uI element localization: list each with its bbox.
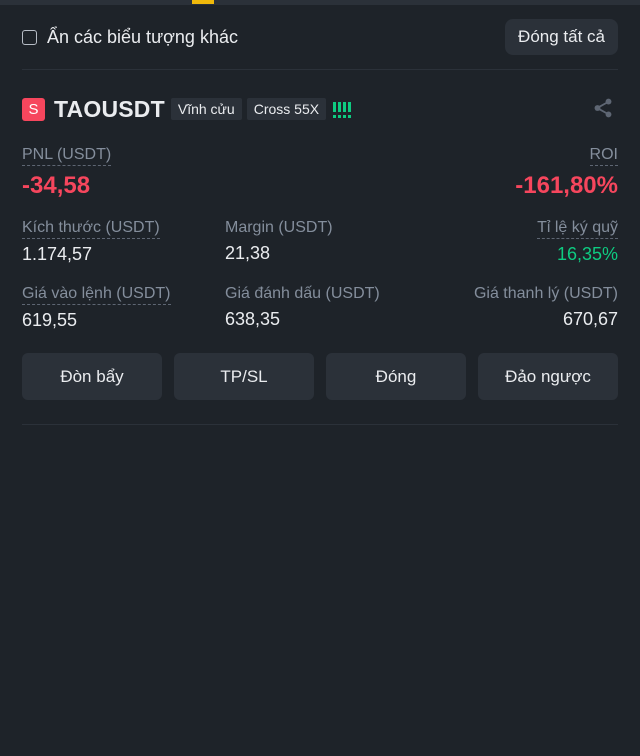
roi-label[interactable]: ROI xyxy=(589,146,618,166)
position-header: S TAOUSDT Vĩnh cửu Cross 55X xyxy=(22,95,618,123)
position-actions: Đòn bẩy TP/SL Đóng Đảo ngược xyxy=(22,353,618,400)
top-border xyxy=(0,0,640,5)
short-side-badge: S xyxy=(22,97,45,121)
margin-stat: Margin (USDT) 21,38 xyxy=(225,219,333,264)
share-icon[interactable] xyxy=(592,97,614,119)
margin-value: 21,38 xyxy=(225,243,271,263)
margin-ratio-label[interactable]: Tỉ lệ ký quỹ xyxy=(537,219,618,239)
mark-price-stat: Giá đánh dấu (USDT) 638,35 xyxy=(225,285,380,330)
mark-price-label: Giá đánh dấu (USDT) xyxy=(225,285,380,302)
pnl-stat: PNL (USDT) -34,58 xyxy=(22,146,112,200)
size-label[interactable]: Kích thước (USDT) xyxy=(22,219,160,239)
hide-other-symbols-toggle[interactable]: Ẩn các biểu tượng khác xyxy=(22,27,238,48)
liquidation-price-label: Giá thanh lý (USDT) xyxy=(473,285,618,302)
divider xyxy=(22,69,618,70)
margin-ratio-value: 16,35% xyxy=(556,244,618,264)
close-all-button[interactable]: Đóng tất cả xyxy=(505,19,618,55)
roi-value: -161,80% xyxy=(515,172,618,199)
active-tab-indicator xyxy=(192,0,214,4)
reverse-position-button[interactable]: Đảo ngược xyxy=(478,353,618,400)
symbol-name[interactable]: TAOUSDT xyxy=(54,95,165,122)
margin-label: Margin (USDT) xyxy=(225,219,333,236)
close-position-button[interactable]: Đóng xyxy=(326,353,466,400)
pnl-value: -34,58 xyxy=(22,172,91,199)
size-stat: Kích thước (USDT) 1.174,57 xyxy=(22,219,160,265)
tpsl-button[interactable]: TP/SL xyxy=(174,353,314,400)
mark-price-value: 638,35 xyxy=(225,309,281,329)
liquidation-price-stat: Giá thanh lý (USDT) 670,67 xyxy=(474,285,618,330)
margin-ratio-stat: Tỉ lệ ký quỹ 16,35% xyxy=(537,219,618,265)
divider xyxy=(22,424,618,425)
entry-price-label[interactable]: Giá vào lệnh (USDT) xyxy=(22,285,171,305)
filter-row: Ẩn các biểu tượng khác Đóng tất cả xyxy=(22,18,618,56)
leverage-button[interactable]: Đòn bẩy xyxy=(22,353,162,400)
liquidation-price-value: 670,67 xyxy=(562,309,618,329)
hide-other-symbols-label: Ẩn các biểu tượng khác xyxy=(47,26,238,47)
entry-price-stat: Giá vào lệnh (USDT) 619,55 xyxy=(22,285,171,331)
roi-stat: ROI -161,80% xyxy=(515,146,618,200)
margin-mode-tag[interactable]: Cross 55X xyxy=(246,98,327,120)
contract-type-tag: Vĩnh cửu xyxy=(170,98,242,120)
size-value: 1.174,57 xyxy=(22,244,93,264)
pnl-label[interactable]: PNL (USDT) xyxy=(22,146,112,166)
checkbox[interactable] xyxy=(22,29,37,45)
entry-price-value: 619,55 xyxy=(22,310,78,330)
risk-bars-icon xyxy=(333,100,353,118)
